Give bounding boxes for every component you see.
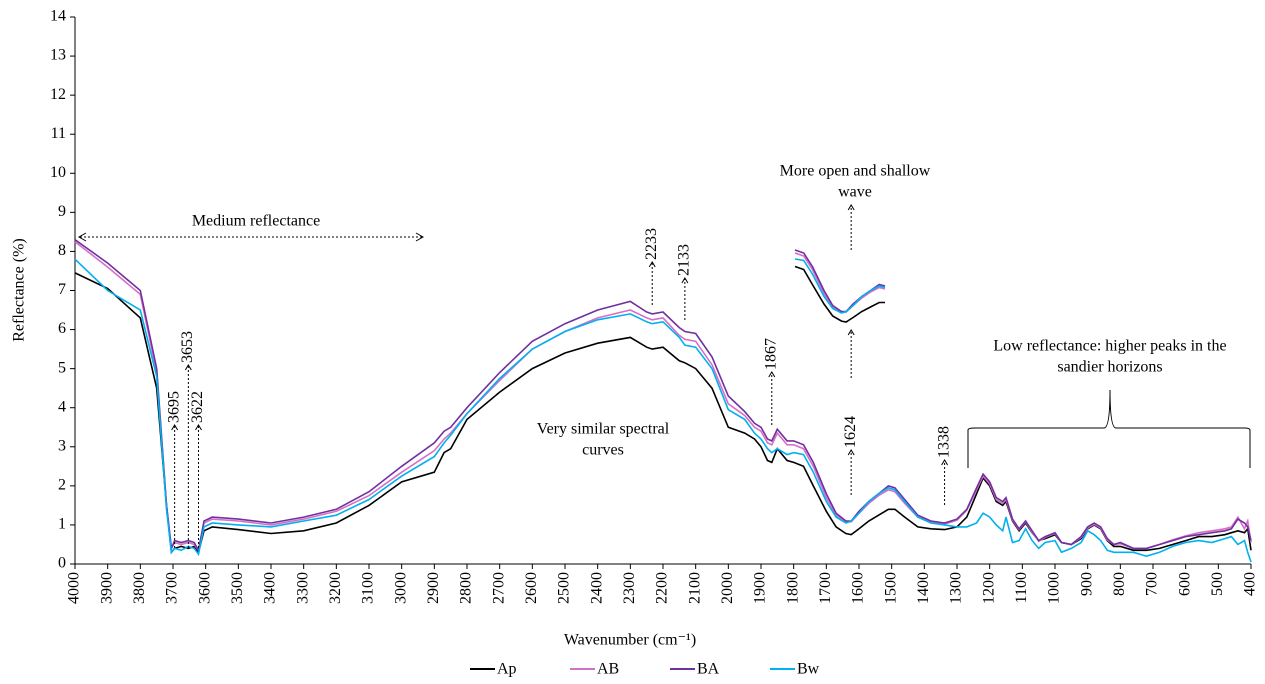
inset-line [794,258,886,314]
x-tick-label: 600 [1176,572,1193,596]
x-tick-label: 1400 [915,572,932,604]
series-line [74,241,1252,553]
x-tick-label: 1800 [784,572,801,604]
arrow-head [184,364,192,371]
x-tick-label: 1900 [752,572,769,604]
x-tick-label: 2700 [490,572,507,604]
y-tick-label: 9 [58,203,66,220]
inset-line [794,265,885,323]
y-tick-label: 13 [50,47,66,64]
y-tick-label: 11 [51,125,66,142]
annotation: sandier horizons [1057,359,1162,376]
y-axis-label: Reflectance (%) [11,238,28,341]
arrow-head [195,424,202,431]
x-tick-label: 500 [1209,572,1226,596]
x-tick-label: 2500 [556,572,573,604]
arrow-head [847,204,855,211]
x-tick-label: 1500 [882,572,899,604]
x-tick-label: 2800 [458,572,475,604]
x-tick-label: 2300 [621,572,638,604]
x-tick-label: 800 [1111,572,1128,596]
y-tick-label: 6 [58,320,66,337]
y-tick-label: 3 [58,437,66,454]
y-tick-label: 7 [58,281,66,298]
series-line [74,239,1252,553]
peak-label: 3695 [165,391,182,423]
arrow-head [681,277,689,284]
x-tick-label: 3200 [327,572,344,604]
x-axis-label: Wavenumber (cm⁻¹) [564,632,696,649]
peak-label: 2133 [676,244,693,276]
x-tick-label: 3800 [131,572,148,604]
annotation: wave [838,184,872,201]
x-tick-label: 2100 [686,572,703,604]
legend-label: BA [697,661,720,678]
y-tick-label: 4 [58,398,66,415]
series-line [74,258,1252,563]
peak-label: 3622 [189,391,206,423]
arrow-head [847,329,855,336]
x-tick-label: 4000 [66,572,83,604]
x-tick-label: 1100 [1013,572,1030,603]
arrow-head [768,371,776,378]
arrow-head [941,459,949,466]
x-tick-label: 2900 [425,572,442,604]
x-tick-label: 900 [1078,572,1095,596]
x-tick-label: 1600 [850,572,867,604]
annotation: Medium reflectance [192,213,320,230]
x-tick-label: 3500 [229,572,246,604]
series-line [74,272,1252,555]
x-tick-label: 1200 [980,572,997,604]
x-tick-label: 2200 [654,572,671,604]
legend-label: Bw [797,661,820,678]
legend-label: Ap [497,661,517,678]
x-tick-label: 3900 [98,572,115,604]
legend-label: AB [597,661,619,678]
y-tick-label: 8 [58,242,66,259]
x-tick-label: 3700 [164,572,181,604]
y-tick-label: 2 [58,477,66,494]
annotation: Low reflectance: higher peaks in the [993,338,1226,355]
x-tick-label: 1300 [948,572,965,604]
peak-label: 1867 [762,338,779,370]
annotation: More open and shallow [780,163,931,180]
peak-label: 3653 [179,331,196,363]
x-tick-label: 700 [1144,572,1161,596]
annotation: Very similar spectral [537,421,670,438]
x-tick-label: 400 [1242,572,1259,596]
y-tick-label: 14 [50,8,66,25]
peak-label: 2233 [643,228,660,260]
x-tick-label: 2000 [719,572,736,604]
brace [967,389,1251,468]
x-tick-label: 1700 [817,572,834,604]
y-tick-label: 0 [58,555,66,572]
x-tick-label: 3400 [262,572,279,604]
arrow-head [171,424,179,431]
y-tick-label: 5 [58,359,66,376]
y-tick-label: 1 [58,516,66,533]
x-tick-label: 3000 [392,572,409,604]
x-tick-label: 2600 [523,572,540,604]
annotation: curves [582,442,624,459]
x-tick-label: 3600 [196,572,213,604]
peak-label: 1338 [935,426,952,458]
y-tick-label: 12 [50,86,66,103]
x-tick-label: 1000 [1046,572,1063,604]
x-tick-label: 2400 [588,572,605,604]
arrow-head [648,261,656,268]
peak-label: 1624 [842,416,859,448]
x-tick-label: 3100 [360,572,377,604]
arrow-head [77,232,425,242]
x-tick-label: 3300 [294,572,311,604]
inset-line [794,249,886,313]
y-tick-label: 10 [50,164,66,181]
arrow-head [847,449,855,456]
